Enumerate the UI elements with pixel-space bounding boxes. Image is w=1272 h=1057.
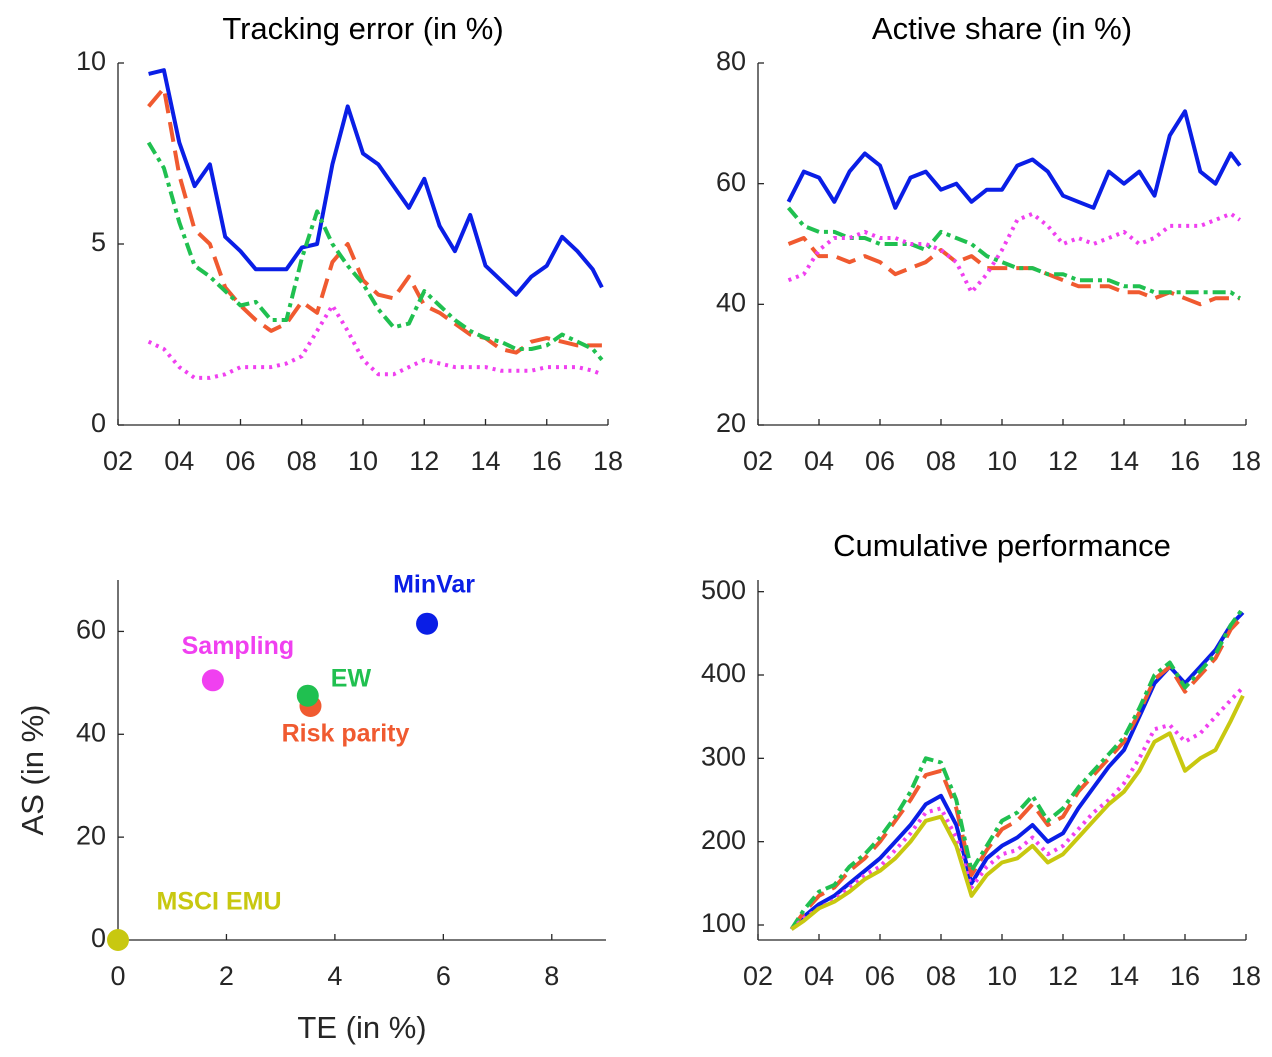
x-tick-label: 14 — [1109, 961, 1139, 991]
y-tick-label: 80 — [716, 46, 746, 76]
chart-title: Tracking error (in %) — [222, 11, 503, 46]
x-tick-label: 08 — [926, 446, 956, 476]
x-tick-label: 18 — [1231, 446, 1261, 476]
chart-title: Active share (in %) — [872, 11, 1132, 46]
y-tick-label: 20 — [76, 820, 106, 850]
series-line — [147, 86, 602, 355]
y-tick-label: 40 — [716, 287, 746, 317]
x-tick-label: 6 — [436, 961, 451, 991]
scatter-point — [416, 612, 439, 635]
point-label: Sampling — [182, 632, 295, 660]
x-tick-label: 06 — [865, 446, 895, 476]
y-tick-label: 0 — [91, 408, 106, 438]
y-tick-label: 5 — [91, 227, 106, 257]
series-line — [786, 109, 1242, 210]
x-tick-label: 18 — [593, 446, 623, 476]
series-line — [147, 303, 603, 380]
x-tick-label: 14 — [1109, 446, 1139, 476]
x-tick-label: 14 — [470, 446, 500, 476]
x-tick-label: 02 — [103, 446, 133, 476]
series-line — [789, 615, 1245, 931]
scatter-point — [296, 684, 319, 707]
x-tick-label: 12 — [409, 446, 439, 476]
scatter-point — [107, 929, 129, 951]
x-tick-label: 10 — [348, 446, 378, 476]
x-tick-label: 2 — [219, 961, 234, 991]
x-tick-label: 16 — [1170, 961, 1200, 991]
x-tick-label: 10 — [987, 961, 1017, 991]
y-tick-label: 300 — [701, 741, 746, 771]
series-line — [789, 607, 1245, 931]
y-tick-label: 10 — [76, 46, 106, 76]
y-tick-label: 60 — [76, 615, 106, 645]
x-tick-label: 8 — [544, 961, 559, 991]
chart-title: Cumulative performance — [833, 528, 1171, 563]
scatter-point — [201, 669, 224, 692]
y-tick-label: 400 — [701, 658, 746, 688]
x-tick-label: 4 — [327, 961, 342, 991]
series-line — [790, 686, 1245, 931]
x-tick-label: 12 — [1048, 446, 1078, 476]
y-tick-label: 60 — [716, 167, 746, 197]
x-tick-label: 04 — [804, 446, 834, 476]
x-tick-label: 02 — [743, 446, 773, 476]
x-tick-label: 04 — [164, 446, 194, 476]
x-tick-label: 12 — [1048, 961, 1078, 991]
y-axis-label: AS (in %) — [15, 705, 50, 836]
y-tick-label: 20 — [716, 408, 746, 438]
series-line — [786, 206, 1242, 300]
x-tick-label: 16 — [1170, 446, 1200, 476]
x-tick-label: 06 — [225, 446, 255, 476]
x-tick-label: 16 — [532, 446, 562, 476]
series-line — [787, 236, 1240, 307]
x-tick-label: 08 — [287, 446, 317, 476]
point-label: Risk parity — [282, 720, 410, 748]
y-tick-label: 200 — [701, 825, 746, 855]
series-line — [790, 694, 1245, 931]
x-tick-label: 0 — [110, 961, 125, 991]
y-tick-label: 100 — [701, 908, 746, 938]
point-label: MSCI EMU — [157, 888, 282, 916]
x-tick-label: 02 — [743, 961, 773, 991]
x-tick-label: 08 — [926, 961, 956, 991]
y-tick-label: 0 — [91, 923, 106, 953]
y-tick-label: 40 — [76, 717, 106, 747]
series-line — [146, 141, 604, 362]
point-label: EW — [331, 664, 372, 692]
point-label: MinVar — [393, 570, 475, 598]
x-axis-label: TE (in %) — [297, 1010, 426, 1045]
x-tick-label: 10 — [987, 446, 1017, 476]
x-tick-label: 04 — [804, 961, 834, 991]
series-line — [148, 68, 604, 297]
x-tick-label: 06 — [865, 961, 895, 991]
x-tick-label: 18 — [1231, 961, 1261, 991]
series-line — [787, 211, 1242, 295]
y-tick-label: 500 — [701, 575, 746, 605]
